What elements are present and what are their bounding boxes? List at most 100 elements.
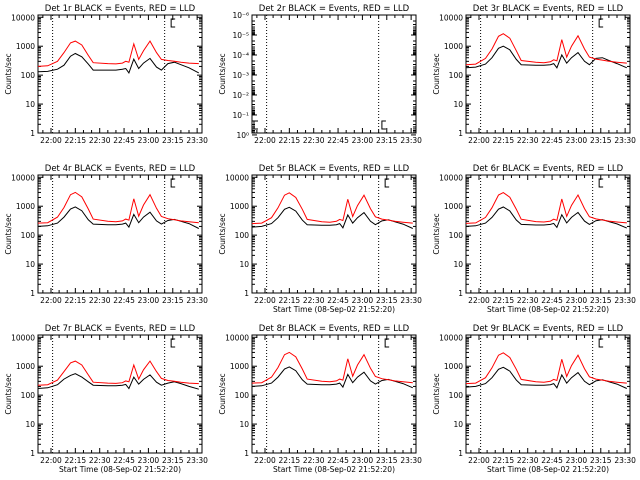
time-marker bbox=[598, 178, 604, 188]
x-tick-label: 22:00 bbox=[468, 296, 490, 305]
x-tick-label: 22:15 bbox=[279, 296, 301, 305]
y-tick-label: 10⁻¹ bbox=[232, 111, 249, 120]
y-tick-label: 100 bbox=[449, 231, 464, 240]
y-tick-label: 10 bbox=[239, 260, 249, 269]
x-tick-label: 23:15 bbox=[590, 456, 612, 465]
x-tick-label: 23:00 bbox=[352, 456, 374, 465]
y-tick-label: 1000 bbox=[230, 362, 249, 371]
panel-title: Det 5r BLACK = Events, RED = LLD bbox=[259, 164, 410, 174]
x-axis-label: Start Time (08-Sep-02 21:52:20) bbox=[487, 465, 609, 474]
y-tick-label: 100 bbox=[21, 231, 36, 240]
x-tick-label: 22:45 bbox=[113, 296, 135, 305]
y-tick-label: 10⁻⁵ bbox=[232, 31, 249, 40]
y-tick-label: 100 bbox=[21, 391, 36, 400]
y-tick-label: 10 bbox=[25, 100, 35, 109]
series-events-line bbox=[251, 366, 413, 389]
x-tick-label: 22:45 bbox=[327, 296, 349, 305]
y-tick-label: 10000 bbox=[11, 173, 35, 182]
x-tick-label: 23:30 bbox=[186, 456, 208, 465]
x-tick-label: 23:00 bbox=[138, 456, 160, 465]
y-tick-label: 1000 bbox=[444, 362, 463, 371]
x-tick-label: 23:15 bbox=[376, 296, 398, 305]
x-tick-label: 22:00 bbox=[40, 136, 62, 145]
x-tick-label: 22:00 bbox=[254, 456, 276, 465]
x-tick-label: 22:00 bbox=[254, 136, 276, 145]
x-tick-label: 22:00 bbox=[254, 296, 276, 305]
x-tick-label: 22:00 bbox=[468, 136, 490, 145]
x-tick-label: 23:15 bbox=[162, 296, 184, 305]
x-tick-label: 23:00 bbox=[566, 456, 588, 465]
x-axis-label: Start Time (08-Sep-02 21:52:20) bbox=[273, 465, 395, 474]
x-tick-label: 22:15 bbox=[493, 136, 515, 145]
x-tick-label: 23:30 bbox=[614, 136, 636, 145]
y-axis-label: Counts/sec bbox=[4, 213, 13, 254]
x-tick-label: 22:00 bbox=[40, 296, 62, 305]
x-tick-label: 22:30 bbox=[89, 136, 111, 145]
plot-frame bbox=[465, 334, 631, 454]
time-marker bbox=[598, 338, 604, 348]
panel-title: Det 2r BLACK = Events, RED = LLD bbox=[259, 4, 410, 14]
series-lld-line bbox=[465, 352, 627, 385]
time-marker bbox=[170, 18, 176, 28]
x-tick-label: 23:15 bbox=[162, 136, 184, 145]
panel-title: Det 6r BLACK = Events, RED = LLD bbox=[473, 164, 624, 174]
y-tick-label: 10000 bbox=[439, 13, 463, 22]
y-tick-label: 100 bbox=[449, 71, 464, 80]
x-tick-label: 23:15 bbox=[590, 296, 612, 305]
panel-4: Det 4r BLACK = Events, RED = LLD 1 10 100 10… bbox=[4, 164, 208, 305]
panel-title: Det 9r BLACK = Events, RED = LLD bbox=[473, 324, 624, 334]
plot-frame bbox=[465, 14, 631, 134]
x-tick-label: 22:15 bbox=[279, 456, 301, 465]
x-tick-label: 23:15 bbox=[590, 136, 612, 145]
y-tick-label: 1 bbox=[458, 289, 463, 298]
y-axis-label: Counts/sec bbox=[218, 213, 227, 254]
x-tick-label: 22:30 bbox=[303, 456, 325, 465]
y-axis-label: Counts/sec bbox=[218, 373, 227, 414]
x-tick-label: 23:30 bbox=[400, 136, 422, 145]
panel-5: Det 5r BLACK = Events, RED = LLD 1 10 100 10… bbox=[218, 164, 422, 314]
y-tick-label: 100 bbox=[235, 231, 250, 240]
x-tick-label: 22:15 bbox=[493, 456, 515, 465]
y-axis-label: Counts/sec bbox=[218, 53, 227, 94]
y-tick-label: 1 bbox=[458, 449, 463, 458]
panel-9: Det 9r BLACK = Events, RED = LLD 1 10 100 10… bbox=[432, 324, 636, 474]
panel-1: Det 1r BLACK = Events, RED = LLD 1 10 100 10… bbox=[4, 4, 208, 145]
x-tick-label: 22:15 bbox=[493, 296, 515, 305]
time-marker bbox=[384, 178, 390, 188]
x-tick-label: 22:45 bbox=[327, 136, 349, 145]
x-tick-label: 23:15 bbox=[162, 456, 184, 465]
x-tick-label: 23:00 bbox=[352, 296, 374, 305]
y-tick-label: 1 bbox=[30, 289, 35, 298]
x-tick-label: 22:15 bbox=[65, 136, 87, 145]
y-axis-label: Counts/sec bbox=[432, 373, 441, 414]
y-axis-label: Counts/sec bbox=[432, 213, 441, 254]
panel-7: Det 7r BLACK = Events, RED = LLD 1 10 100 10… bbox=[4, 324, 208, 474]
y-tick-label: 10 bbox=[239, 420, 249, 429]
series-events-line bbox=[37, 206, 200, 229]
series-lld-line bbox=[465, 192, 627, 224]
x-tick-label: 22:15 bbox=[65, 456, 87, 465]
series-events-line bbox=[465, 206, 627, 229]
x-tick-label: 22:30 bbox=[89, 296, 111, 305]
y-tick-label: 10000 bbox=[11, 13, 35, 22]
panel-title: Det 7r BLACK = Events, RED = LLD bbox=[45, 324, 196, 334]
time-marker bbox=[598, 18, 604, 28]
y-tick-label: 10 bbox=[25, 260, 35, 269]
y-tick-label: 10 bbox=[25, 420, 35, 429]
x-tick-label: 22:15 bbox=[65, 296, 87, 305]
y-tick-label: 10000 bbox=[439, 173, 463, 182]
y-tick-label: 10⁰ bbox=[236, 131, 249, 140]
x-tick-label: 22:30 bbox=[303, 136, 325, 145]
time-marker bbox=[170, 338, 176, 348]
plot-frame bbox=[251, 174, 417, 294]
time-marker bbox=[384, 338, 390, 348]
y-tick-label: 1000 bbox=[16, 362, 35, 371]
x-tick-label: 22:00 bbox=[468, 456, 490, 465]
y-tick-label: 1000 bbox=[230, 202, 249, 211]
x-tick-label: 23:00 bbox=[566, 136, 588, 145]
x-tick-label: 23:30 bbox=[186, 136, 208, 145]
panel-title: Det 1r BLACK = Events, RED = LLD bbox=[45, 4, 196, 14]
x-tick-label: 22:15 bbox=[279, 136, 301, 145]
x-tick-label: 23:30 bbox=[614, 296, 636, 305]
